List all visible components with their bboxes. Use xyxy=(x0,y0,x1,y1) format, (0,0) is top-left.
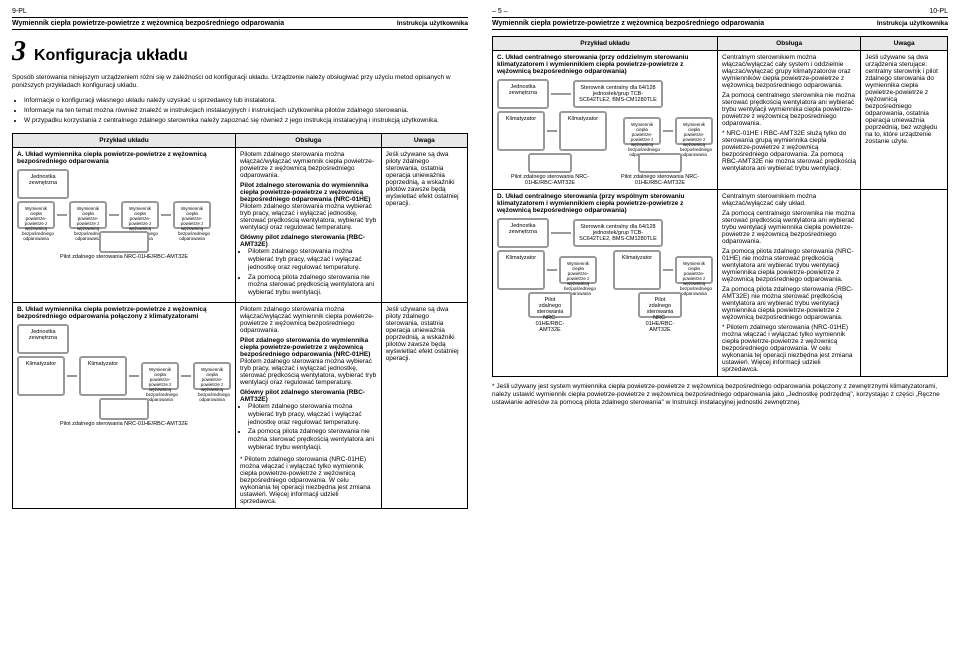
th-note: Uwaga xyxy=(381,134,467,148)
intro-text: Sposób sterowania niniejszym urządzeniem… xyxy=(12,74,468,91)
klim-box: Klimatyzator xyxy=(17,356,65,396)
chapter-num: 3 xyxy=(12,36,26,68)
header-sub: Instrukcja użytkownika xyxy=(397,20,468,27)
pilot-caption: Pilot zdalnego sterowania NRC-01HE/RBC-A… xyxy=(60,421,188,427)
hex-box: Wymiennik ciepła powietrze-powietrze z w… xyxy=(675,256,713,284)
hex-box: Wymiennik ciepła powietrze-powietrze z w… xyxy=(675,117,713,145)
bullet-item: Informacje o konfiguracji własnego układ… xyxy=(24,97,468,105)
th-note: Uwaga xyxy=(861,37,948,51)
table-row: D. Układ centralnego sterowania (przy ws… xyxy=(493,190,948,377)
bullet-item: Informacje na ten temat można również zn… xyxy=(24,107,468,115)
remote-box: Pilot zdalnego sterowania NRC-01HE/RBC-A… xyxy=(528,292,572,318)
ops-subtitle: Główny pilot zdalnego sterowania (RBC-AM… xyxy=(240,389,377,403)
ops-text: Pilotem zdalnego sterowania można włącza… xyxy=(240,306,377,334)
central-ctrl-box: Sterownik centralny dla 64/128 jednostek… xyxy=(573,219,663,247)
hex-box: Wymiennik ciepła powietrze-powietrze z w… xyxy=(559,256,597,284)
ops-text: Za pomocą centralnego sterownika nie moż… xyxy=(722,92,856,127)
remote-box xyxy=(528,153,572,173)
central-ctrl-box: Sterownik centralny dla 64/128 jednostek… xyxy=(573,80,663,108)
klim-box: Klimatyzator xyxy=(559,111,607,151)
ops-text: Za pomocą centralnego sterownika nie moż… xyxy=(722,210,856,245)
row-letter: B. xyxy=(17,306,24,313)
diagram-c: Jednostka zewnętrzna Sterownik centralny… xyxy=(497,79,713,186)
table-row: C. Układ centralnego sterowania (przy od… xyxy=(493,51,948,190)
ops-text: * NRC-01HE i RBC-AMT32E służą tylko do s… xyxy=(722,130,856,172)
pagenum-left: 9-PL xyxy=(12,8,468,15)
row-title: Układ centralnego sterowania (przy wspól… xyxy=(497,193,684,214)
config-table-right: Przykład układu Obsługa Uwaga C. Układ c… xyxy=(492,36,948,377)
diagram-a: Jednostka zewnętrzna Wymiennik ciepła po… xyxy=(17,169,231,260)
hex-box: Wymiennik ciepła powietrze-powietrze z w… xyxy=(17,201,55,229)
klim-box: Klimatyzator xyxy=(497,111,545,151)
th-ops: Obsługa xyxy=(718,37,861,51)
hex-box: Wymiennik ciepła powietrze-powietrze z w… xyxy=(173,201,211,229)
config-table-left: Przykład układu Obsługa Uwaga A. Układ w… xyxy=(12,133,468,509)
chapter-heading: 3 Konfiguracja układu xyxy=(12,36,468,68)
row-letter: C. xyxy=(497,54,504,61)
pagenum-center: – 5 – xyxy=(492,8,508,15)
row-letter: D. xyxy=(497,193,504,200)
ops-footnote: * Pilotem zdalnego sterowania (NRC-01HE)… xyxy=(240,456,377,505)
row-title: Układ wymiennika ciepła powietrze-powiet… xyxy=(17,151,207,165)
hex-box: Wymiennik ciepła powietrze-powietrze z w… xyxy=(193,362,231,390)
ops-subtitle: Główny pilot zdalnego sterowania (RBC-AM… xyxy=(240,234,377,248)
ops-text: Za pomocą pilota zdalnego sterowania (NR… xyxy=(722,248,856,283)
hex-box: Wymiennik ciepła powietrze-powietrze z w… xyxy=(121,201,159,229)
outdoor-unit-box: Jednostka zewnętrzna xyxy=(17,324,69,354)
pagenum-right: 10-PL xyxy=(929,8,948,15)
ops-text: Centralnym sterownikiem można włączać/wy… xyxy=(722,193,856,207)
klim-box: Klimatyzator xyxy=(79,356,127,396)
bottom-footnote: * Jeśli używany jest system wymiennika c… xyxy=(492,383,948,407)
hex-box: Wymiennik ciepła powietrze-powietrze z w… xyxy=(141,362,179,390)
remote-box xyxy=(99,398,149,420)
header-row: Wymiennik ciepła powietrze-powietrze z w… xyxy=(12,17,468,30)
ops-text: Za pomocą pilota zdalnego sterowania nie… xyxy=(248,428,377,451)
ops-text: Pilotem zdalnego sterowania można wybier… xyxy=(248,248,377,271)
outdoor-unit-box: Jednostka zewnętrzna xyxy=(497,218,549,248)
note-text: Jeśli używane są dwa piloty zdalnego ste… xyxy=(381,148,467,303)
remote-box xyxy=(99,231,149,253)
ops-text: Za pomocą pilota zdalnego sterowania nie… xyxy=(248,274,377,297)
header-row: Wymiennik ciepła powietrze-powietrze z w… xyxy=(492,17,948,30)
diagram-d: Jednostka zewnętrzna Sterownik centralny… xyxy=(497,218,713,318)
pilot-caption: Pilot zdalnego sterowania NRC-01HE/RBC-A… xyxy=(607,174,713,186)
row-title: Układ wymiennika ciepła powietrze-powiet… xyxy=(17,306,207,320)
remote-box xyxy=(638,153,682,173)
row-letter: A. xyxy=(17,151,24,158)
ops-text: * Pilotem zdalnego sterowania (NRC-01HE)… xyxy=(722,324,856,373)
ops-subtitle: Pilot zdalnego sterowania do wymiennika … xyxy=(240,182,377,203)
ops-subtitle: Pilot zdalnego sterowania do wymiennika … xyxy=(240,337,377,358)
chapter-title: Konfiguracja układu xyxy=(34,47,188,65)
ops-text: Centralnym sterownikiem można włączać/wy… xyxy=(722,54,856,89)
klim-box: Klimatyzator xyxy=(497,250,545,290)
note-text: Jeśli używane są dwa piloty zdalnego ste… xyxy=(381,303,467,509)
ops-text: Za pomocą pilota zdalnego sterowania (RB… xyxy=(722,286,856,321)
diagram-b: Jednostka zewnętrzna Klimatyzator Klimat… xyxy=(17,324,231,427)
header-sub: Instrukcja użytkownika xyxy=(877,20,948,27)
header-title: Wymiennik ciepła powietrze-powietrze z w… xyxy=(12,20,284,27)
table-row: A. Układ wymiennika ciepła powietrze-pow… xyxy=(13,148,468,303)
ops-text: Pilotem zdalnego sterowania można wybier… xyxy=(240,203,377,231)
remote-box: Pilot zdalnego sterowania NRC-01HE/RBC-A… xyxy=(638,292,682,318)
note-text: Jeśli używane są dwa urządzenia sterując… xyxy=(861,51,948,190)
klim-box: Klimatyzator xyxy=(613,250,661,290)
pilot-caption: Pilot zdalnego sterowania NRC-01HE/RBC-A… xyxy=(60,254,188,260)
note-text xyxy=(861,190,948,377)
row-title: Układ centralnego sterowania (przy oddzi… xyxy=(497,54,688,75)
th-ops: Obsługa xyxy=(236,134,382,148)
bullet-item: W przypadku korzystania z centralnego zd… xyxy=(24,117,468,125)
outdoor-unit-box: Jednostka zewnętrzna xyxy=(497,79,549,109)
ops-text: Pilotem zdalnego sterowania można wybier… xyxy=(240,358,377,386)
outdoor-unit-box: Jednostka zewnętrzna xyxy=(17,169,69,199)
ops-text: Pilotem zdalnego sterowania można wybier… xyxy=(248,403,377,426)
pilot-caption: Pilot zdalnego sterowania NRC-01HE/RBC-A… xyxy=(497,174,603,186)
hex-box: Wymiennik ciepła powietrze-powietrze z w… xyxy=(69,201,107,229)
header-title: Wymiennik ciepła powietrze-powietrze z w… xyxy=(492,20,764,27)
th-example: Przykład układu xyxy=(13,134,236,148)
ops-text: Pilotem zdalnego sterowania można włącza… xyxy=(240,151,377,179)
hex-box: Wymiennik ciepła powietrze-powietrze z w… xyxy=(623,117,661,145)
th-example: Przykład układu xyxy=(493,37,718,51)
bullet-list: Informacje o konfiguracji własnego układ… xyxy=(24,97,468,125)
table-row: B. Układ wymiennika ciepła powietrze-pow… xyxy=(13,303,468,509)
